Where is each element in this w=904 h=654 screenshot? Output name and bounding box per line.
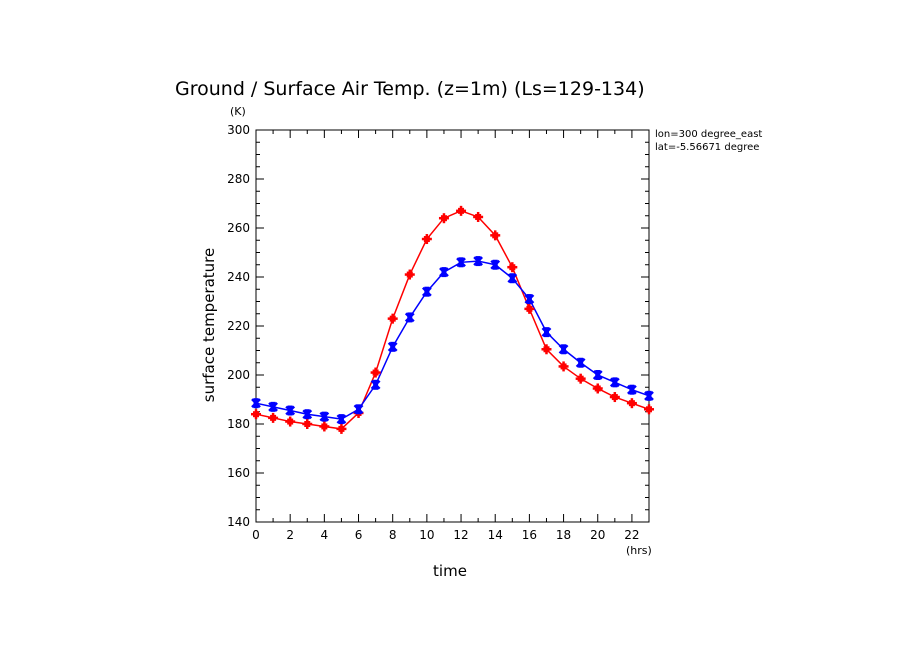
data-point (644, 404, 654, 415)
data-point (507, 273, 518, 284)
x-tick-label: 16 (522, 528, 537, 542)
x-tick-label: 22 (624, 528, 639, 542)
series-line-1 (255, 210, 650, 430)
data-point (404, 269, 415, 280)
location-info: lon=300 degree_east lat=-5.56671 degree (655, 128, 780, 154)
x-tick-label: 18 (556, 528, 571, 542)
series-markers (251, 205, 654, 434)
data-point (285, 416, 296, 427)
x-tick-label: 4 (321, 528, 329, 542)
data-point (490, 230, 501, 241)
data-point (473, 256, 484, 267)
y-tick-label: 200 (227, 368, 250, 382)
x-tick-label: 10 (419, 528, 434, 542)
data-point (336, 423, 347, 434)
data-point (644, 390, 654, 401)
x-axis-label: time (433, 562, 467, 580)
data-point (575, 373, 586, 384)
x-tick-label: 0 (252, 528, 260, 542)
data-point (285, 405, 296, 416)
data-point (592, 383, 603, 394)
data-point (626, 398, 637, 409)
data-point (456, 205, 467, 216)
x-tick-label: 14 (488, 528, 503, 542)
x-axis-unit: (hrs) (626, 544, 652, 557)
data-point (439, 267, 449, 278)
y-axis-unit: (K) (230, 105, 246, 118)
data-point (438, 213, 449, 224)
data-point (456, 257, 466, 268)
x-tick-label: 12 (453, 528, 468, 542)
data-point (302, 419, 313, 429)
y-tick-label: 300 (227, 123, 250, 137)
data-point (251, 398, 261, 409)
data-point (268, 401, 278, 412)
x-tick-label: 2 (286, 528, 294, 542)
y-tick-label: 260 (227, 221, 250, 235)
x-tick-label: 8 (389, 528, 397, 542)
data-point (541, 344, 552, 355)
data-point (370, 379, 381, 390)
location-longitude: lon=300 degree_east (655, 129, 763, 140)
data-point (541, 327, 552, 338)
y-tick-label: 160 (227, 466, 250, 480)
data-point (336, 414, 347, 425)
data-point (268, 412, 279, 423)
data-point (490, 259, 501, 270)
y-tick-label: 140 (227, 515, 250, 529)
data-point (319, 421, 330, 432)
y-tick-label: 280 (227, 172, 250, 186)
x-tick-label: 6 (355, 528, 363, 542)
series-line-2 (255, 260, 650, 420)
axis-ticks: 140 160 180 200 220 240 260 280 300 0 2 4 6 8 10 12 14 16… (227, 123, 650, 542)
data-point (558, 361, 569, 372)
data-point (558, 344, 569, 355)
data-point (387, 341, 398, 352)
data-point (507, 262, 518, 273)
data-point (370, 367, 381, 378)
data-point (592, 370, 603, 380)
data-point (421, 234, 432, 245)
data-point (387, 313, 398, 324)
y-tick-label: 240 (227, 270, 250, 284)
data-point (404, 312, 415, 323)
data-point (473, 211, 484, 222)
data-point (575, 357, 586, 368)
series-lines (255, 210, 650, 430)
data-point (421, 286, 432, 297)
data-point (609, 377, 620, 388)
location-latitude: lat=-5.56671 degree (655, 142, 760, 153)
data-point (319, 411, 330, 422)
data-point (627, 384, 637, 395)
chart-title: Ground / Surface Air Temp. (z=1m) (Ls=12… (175, 78, 645, 100)
plot-frame (255, 129, 650, 523)
data-point (302, 409, 313, 420)
data-point (251, 409, 261, 420)
x-tick-label: 20 (590, 528, 605, 542)
y-tick-label: 220 (227, 319, 250, 333)
y-tick-label: 180 (227, 417, 250, 431)
data-point (524, 303, 535, 314)
data-point (609, 392, 620, 403)
data-point (353, 404, 364, 415)
data-point (524, 294, 535, 305)
